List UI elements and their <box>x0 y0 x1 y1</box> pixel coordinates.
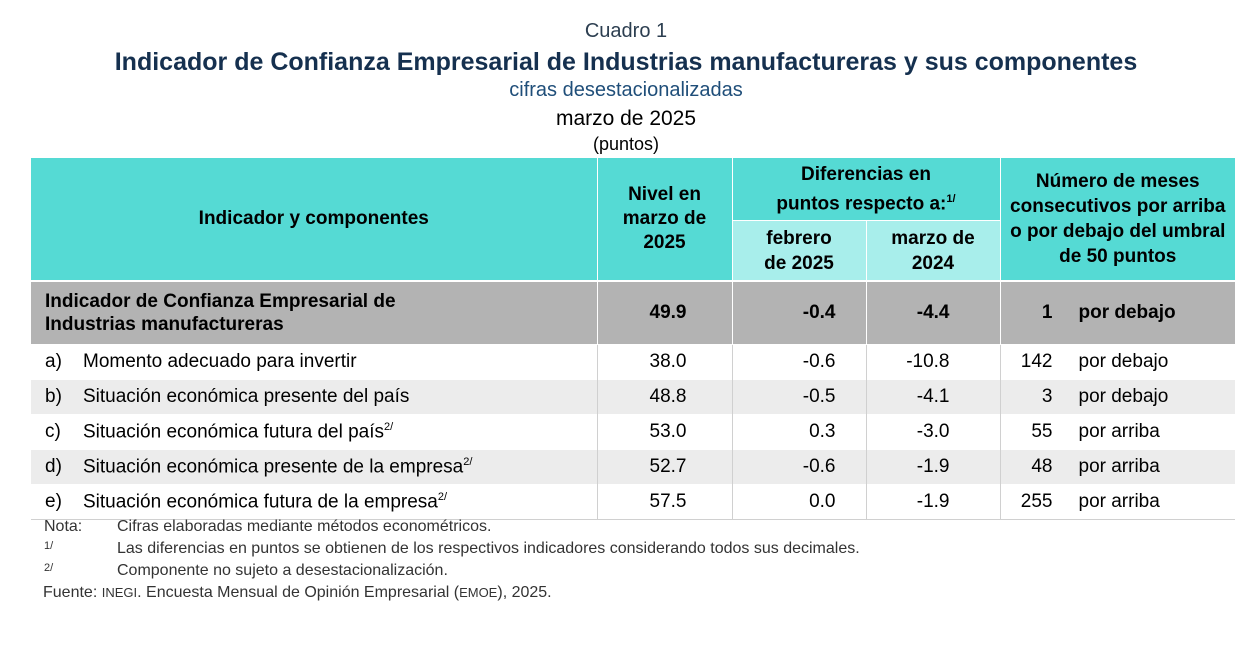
table-date: marzo de 2025 <box>555 107 697 130</box>
table-row: e) Situación económica futura de la empre… <box>31 484 1235 520</box>
row-mar: -1.9 <box>865 449 1000 485</box>
total-feb: -0.4 <box>731 280 866 345</box>
row-nivel: 52.7 <box>596 449 732 485</box>
row-nivel: 38.0 <box>596 344 732 380</box>
row-name: e) Situación económica futura de la empre… <box>31 484 597 520</box>
note-source: Fuente: INEGI. Encuesta Mensual de Opini… <box>43 584 552 601</box>
table-number: Cuadro 1 <box>584 20 668 42</box>
note-2: 2/Componente no sujeto a desestacionaliz… <box>44 562 448 579</box>
total-mar: -4.4 <box>865 280 1000 345</box>
header-febrero: febrero de 2025 <box>731 220 866 281</box>
table-subtitle: cifras desestacionalizadas <box>509 79 743 101</box>
header-indicador: Indicador y componentes <box>31 158 597 281</box>
row-nivel: 48.8 <box>596 379 732 415</box>
row-meses: 142 por debajo <box>999 344 1235 380</box>
row-feb: -0.5 <box>731 379 866 415</box>
row-name: a) Momento adecuado para invertir <box>31 344 597 380</box>
note-1: 1/Las diferencias en puntos se obtienen … <box>44 540 860 557</box>
table-row: a) Momento adecuado para invertir 38.0 -0… <box>31 344 1235 380</box>
table-row: c) Situación económica futura del país2/ … <box>31 414 1235 450</box>
note-nota: Nota: Cifras elaboradas mediante métodos … <box>44 518 492 535</box>
row-meses: 3 por debajo <box>999 379 1235 415</box>
header-diferencias: Diferencias en puntos respecto a:1/ <box>731 158 1000 221</box>
footnotes: Nota: Cifras elaboradas mediante métodos … <box>43 518 860 606</box>
total-name: Indicador de Confianza Empresarial de In… <box>31 280 597 345</box>
row-mar: -10.8 <box>865 344 1000 380</box>
table-unit: (puntos) <box>592 134 660 154</box>
row-feb: 0.3 <box>731 414 866 450</box>
row-meses: 255 por arriba <box>999 484 1235 520</box>
row-feb: 0.0 <box>731 484 866 520</box>
table-title: Indicador de Confianza Empresarial de In… <box>114 48 1138 76</box>
row-name: c) Situación económica futura del país2/ <box>31 414 597 450</box>
row-feb: -0.6 <box>731 449 866 485</box>
header-nivel: Nivel en marzo de 2025 <box>596 158 732 281</box>
row-name: d) Situación económica presente de la emp… <box>31 449 597 485</box>
row-meses: 55 por arriba <box>999 414 1235 450</box>
row-name: b) Situación económica presente del país <box>31 379 597 415</box>
total-meses: 1 por debajo <box>999 280 1235 345</box>
header-meses: Número de meses consecutivos por arriba … <box>999 158 1235 281</box>
data-table: Indicador y componentes Nivel en marzo d… <box>31 158 1235 520</box>
row-feb: -0.6 <box>731 344 866 380</box>
row-mar: -1.9 <box>865 484 1000 520</box>
row-mar: -3.0 <box>865 414 1000 450</box>
table-row: d) Situación económica presente de la emp… <box>31 449 1235 485</box>
row-nivel: 57.5 <box>596 484 732 520</box>
header-marzo: marzo de 2024 <box>865 220 1000 281</box>
row-meses: 48 por arriba <box>999 449 1235 485</box>
table-row-total: Indicador de Confianza Empresarial de In… <box>31 280 1235 345</box>
row-nivel: 53.0 <box>596 414 732 450</box>
table-row: b) Situación económica presente del país … <box>31 379 1235 415</box>
row-mar: -4.1 <box>865 379 1000 415</box>
total-nivel: 49.9 <box>596 280 732 345</box>
